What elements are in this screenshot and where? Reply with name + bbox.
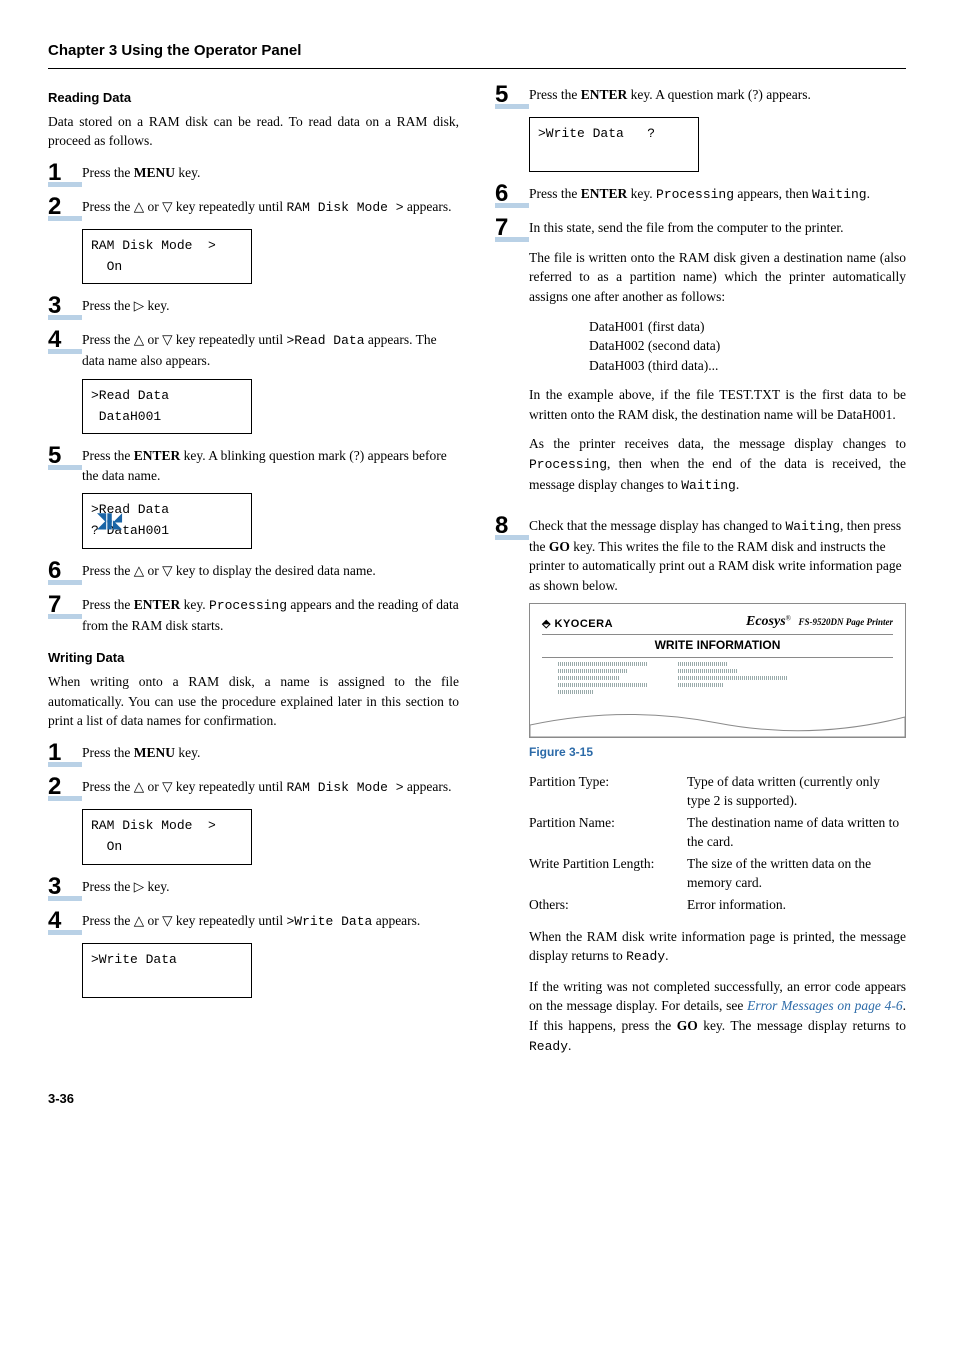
error-messages-link[interactable]: Error Messages on page 4-6 xyxy=(747,998,903,1013)
lcd-display: RAM Disk Mode > On xyxy=(82,229,252,285)
body-para: The file is written onto the RAM disk gi… xyxy=(529,248,906,307)
step-r3: 3 Press the ▷ key. xyxy=(48,294,459,320)
step-text: Press the ▷ key. xyxy=(82,294,459,316)
body-para: As the printer receives data, the messag… xyxy=(529,434,906,495)
step-text: Press the ENTER key. A blinking question… xyxy=(82,444,459,485)
def-value: Error information. xyxy=(687,895,906,915)
step-r7: 7 Press the ENTER key. Processing appear… xyxy=(48,593,459,635)
def-label: Partition Type: xyxy=(529,772,687,811)
step-text: Press the ENTER key. Processing appears,… xyxy=(529,182,906,205)
def-value: The size of the written data on the memo… xyxy=(687,854,906,893)
step-right8: 8 Check that the message display has cha… xyxy=(495,514,906,596)
model-label: FS-9520DN Page Printer xyxy=(799,617,894,627)
list-item: DataH002 (second data) xyxy=(589,336,906,356)
step-right6: 6 Press the ENTER key. Processing appear… xyxy=(495,182,906,208)
step-text: Check that the message display has chang… xyxy=(529,514,906,596)
def-row: Partition Type:Type of data written (cur… xyxy=(529,772,906,811)
step-w1: 1 Press the MENU key. xyxy=(48,741,459,767)
list-item: DataH003 (third data)... xyxy=(589,356,906,376)
step-text: Press the △ or ▽ key repeatedly until RA… xyxy=(82,775,459,798)
dotted-placeholder xyxy=(542,662,893,694)
step-r2: 2 Press the △ or ▽ key repeatedly until … xyxy=(48,195,459,221)
lcd-display: >Read Data ? DataH001◥▮◢◢▮◣ xyxy=(82,493,252,549)
step-text: Press the △ or ▽ key to display the desi… xyxy=(82,559,459,581)
step-right5: 5 Press the ENTER key. A question mark (… xyxy=(495,83,906,109)
two-columns: Reading Data Data stored on a RAM disk c… xyxy=(48,83,906,1067)
torn-edge-icon xyxy=(530,705,905,737)
figure-caption: Figure 3-15 xyxy=(529,744,906,761)
step-w3: 3 Press the ▷ key. xyxy=(48,875,459,901)
step-text: Press the △ or ▽ key repeatedly until >W… xyxy=(82,909,459,932)
def-value: The destination name of data written to … xyxy=(687,813,906,852)
step-text: Press the ENTER key. Processing appears … xyxy=(82,593,459,635)
step-w2: 2 Press the △ or ▽ key repeatedly until … xyxy=(48,775,459,801)
step-text: Press the ▷ key. xyxy=(82,875,459,897)
chapter-title: Chapter 3 Using the Operator Panel xyxy=(48,40,906,69)
writing-data-head: Writing Data xyxy=(48,649,459,668)
body-para: If the writing was not completed success… xyxy=(529,977,906,1057)
def-label: Write Partition Length: xyxy=(529,854,687,893)
step-text: Press the MENU key. xyxy=(82,741,459,763)
panel-title: WRITE INFORMATION xyxy=(542,637,893,654)
blink-indicator-icon: ◥▮◢◢▮◣ xyxy=(97,514,122,528)
def-row: Others:Error information. xyxy=(529,895,906,915)
reading-data-head: Reading Data xyxy=(48,89,459,108)
def-label: Partition Name: xyxy=(529,813,687,852)
step-r4: 4 Press the △ or ▽ key repeatedly until … xyxy=(48,328,459,370)
lcd-display: >Write Data xyxy=(82,943,252,999)
write-info-figure: ⬘ KYOCERA Ecosys® FS-9520DN Page Printer… xyxy=(529,603,906,738)
step-right7: 7 In this state, send the file from the … xyxy=(495,216,906,505)
lcd-display: RAM Disk Mode > On xyxy=(82,809,252,865)
left-column: Reading Data Data stored on a RAM disk c… xyxy=(48,83,459,1067)
step-text: Press the ENTER key. A question mark (?)… xyxy=(529,83,906,105)
step-text: Press the △ or ▽ key repeatedly until >R… xyxy=(82,328,459,370)
body-para: In the example above, if the file TEST.T… xyxy=(529,385,906,424)
step-r5: 5 Press the ENTER key. A blinking questi… xyxy=(48,444,459,485)
list-item: DataH001 (first data) xyxy=(589,317,906,337)
lcd-display: >Read Data DataH001 xyxy=(82,379,252,435)
def-row: Partition Name:The destination name of d… xyxy=(529,813,906,852)
step-r6: 6 Press the △ or ▽ key to display the de… xyxy=(48,559,459,585)
writing-intro: When writing onto a RAM disk, a name is … xyxy=(48,672,459,731)
step-text: Press the △ or ▽ key repeatedly until RA… xyxy=(82,195,459,218)
step-r1: 1 Press the MENU key. xyxy=(48,161,459,187)
body-para: When the RAM disk write information page… xyxy=(529,927,906,967)
kyocera-logo: ⬘ KYOCERA xyxy=(542,617,613,633)
ecosys-logo: Ecosys xyxy=(746,614,786,629)
lcd-display: >Write Data ? xyxy=(529,117,699,173)
reading-intro: Data stored on a RAM disk can be read. T… xyxy=(48,112,459,151)
right-column: 5 Press the ENTER key. A question mark (… xyxy=(495,83,906,1067)
step-text: In this state, send the file from the co… xyxy=(529,218,906,238)
step-text: Press the MENU key. xyxy=(82,161,459,183)
def-row: Write Partition Length:The size of the w… xyxy=(529,854,906,893)
data-list: DataH001 (first data) DataH002 (second d… xyxy=(589,317,906,376)
step-w4: 4 Press the △ or ▽ key repeatedly until … xyxy=(48,909,459,935)
page-number: 3-36 xyxy=(48,1090,906,1109)
def-label: Others: xyxy=(529,895,687,915)
def-value: Type of data written (currently only typ… xyxy=(687,772,906,811)
